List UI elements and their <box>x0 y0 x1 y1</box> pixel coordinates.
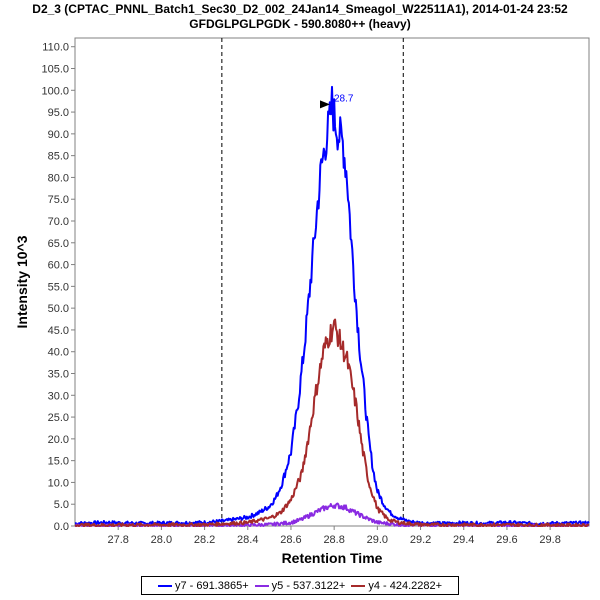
x-tick-label: 28.8 <box>323 534 344 546</box>
x-tick-label: 29.0 <box>367 534 388 546</box>
y-tick-label: 90.0 <box>48 129 69 141</box>
y-tick-label: 110.0 <box>42 42 69 54</box>
y-tick-label: 65.0 <box>48 238 69 250</box>
y-tick-label: 25.0 <box>48 412 69 424</box>
legend-label-y4: y4 - 424.2282+ <box>368 579 443 592</box>
y-tick-label: 85.0 <box>48 151 69 163</box>
chart-subtitle: GFDGLPGLPGDK - 590.8080++ (heavy) <box>189 17 411 31</box>
y-tick-label: 35.0 <box>48 369 69 381</box>
y-tick-label: 75.0 <box>48 194 69 206</box>
y-tick-label: 60.0 <box>48 260 69 272</box>
chart-title: D2_3 (CPTAC_PNNL_Batch1_Sec30_D2_002_24J… <box>32 2 568 16</box>
legend-swatch-y7 <box>157 584 172 587</box>
x-tick-label: 29.2 <box>410 534 431 546</box>
legend-swatch-y5 <box>254 584 269 587</box>
y-tick-label: 5.0 <box>54 499 69 511</box>
x-tick-label: 27.8 <box>107 534 128 546</box>
y-tick-label: 100.0 <box>41 85 69 97</box>
legend-item-y4: y4 - 424.2282+ <box>351 580 442 592</box>
x-axis-label: Retention Time <box>282 550 383 566</box>
legend-swatch-y4 <box>351 584 366 587</box>
x-tick-label: 28.4 <box>237 534 258 546</box>
legend-label-y7: y7 - 691.3865+ <box>174 579 249 592</box>
series-line-y7 <box>74 85 590 526</box>
y-tick-label: 20.0 <box>48 434 69 446</box>
x-tick-label: 28.2 <box>194 534 215 546</box>
x-tick-label: 28.0 <box>151 534 172 546</box>
legend: y7 - 691.3865+ y5 - 537.3122+ y4 - 424.2… <box>141 576 459 595</box>
y-tick-label: 50.0 <box>48 303 69 315</box>
legend-item-y7: y7 - 691.3865+ <box>157 579 249 592</box>
y-tick-label: 10.0 <box>48 477 69 489</box>
peak-label: 28.7 <box>334 93 354 104</box>
legend-item-y5: y5 - 537.3122+ <box>254 579 346 592</box>
x-tick-label: 29.4 <box>453 534 474 546</box>
x-tick-label: 29.8 <box>539 534 560 546</box>
y-tick-label: 40.0 <box>48 347 69 359</box>
y-tick-label: 0.0 <box>54 521 69 533</box>
y-tick-label: 15.0 <box>48 456 69 468</box>
y-tick-label: 105.0 <box>41 64 69 76</box>
peak-marker-icon <box>320 100 330 109</box>
legend-label-y5: y5 - 537.3122+ <box>271 579 346 592</box>
y-tick-label: 80.0 <box>48 172 69 184</box>
x-tick-label: 29.6 <box>496 534 517 546</box>
series-line-y4 <box>74 318 590 527</box>
y-axis-label: Intensity 10^3 <box>14 235 30 328</box>
y-tick-label: 95.0 <box>48 107 69 119</box>
y-tick-label: 30.0 <box>48 390 69 402</box>
x-tick-label: 28.6 <box>280 534 301 546</box>
plot-area <box>74 37 590 527</box>
y-tick-label: 55.0 <box>48 281 69 293</box>
y-tick-label: 70.0 <box>48 216 69 228</box>
y-tick-label: 45.0 <box>48 325 69 337</box>
